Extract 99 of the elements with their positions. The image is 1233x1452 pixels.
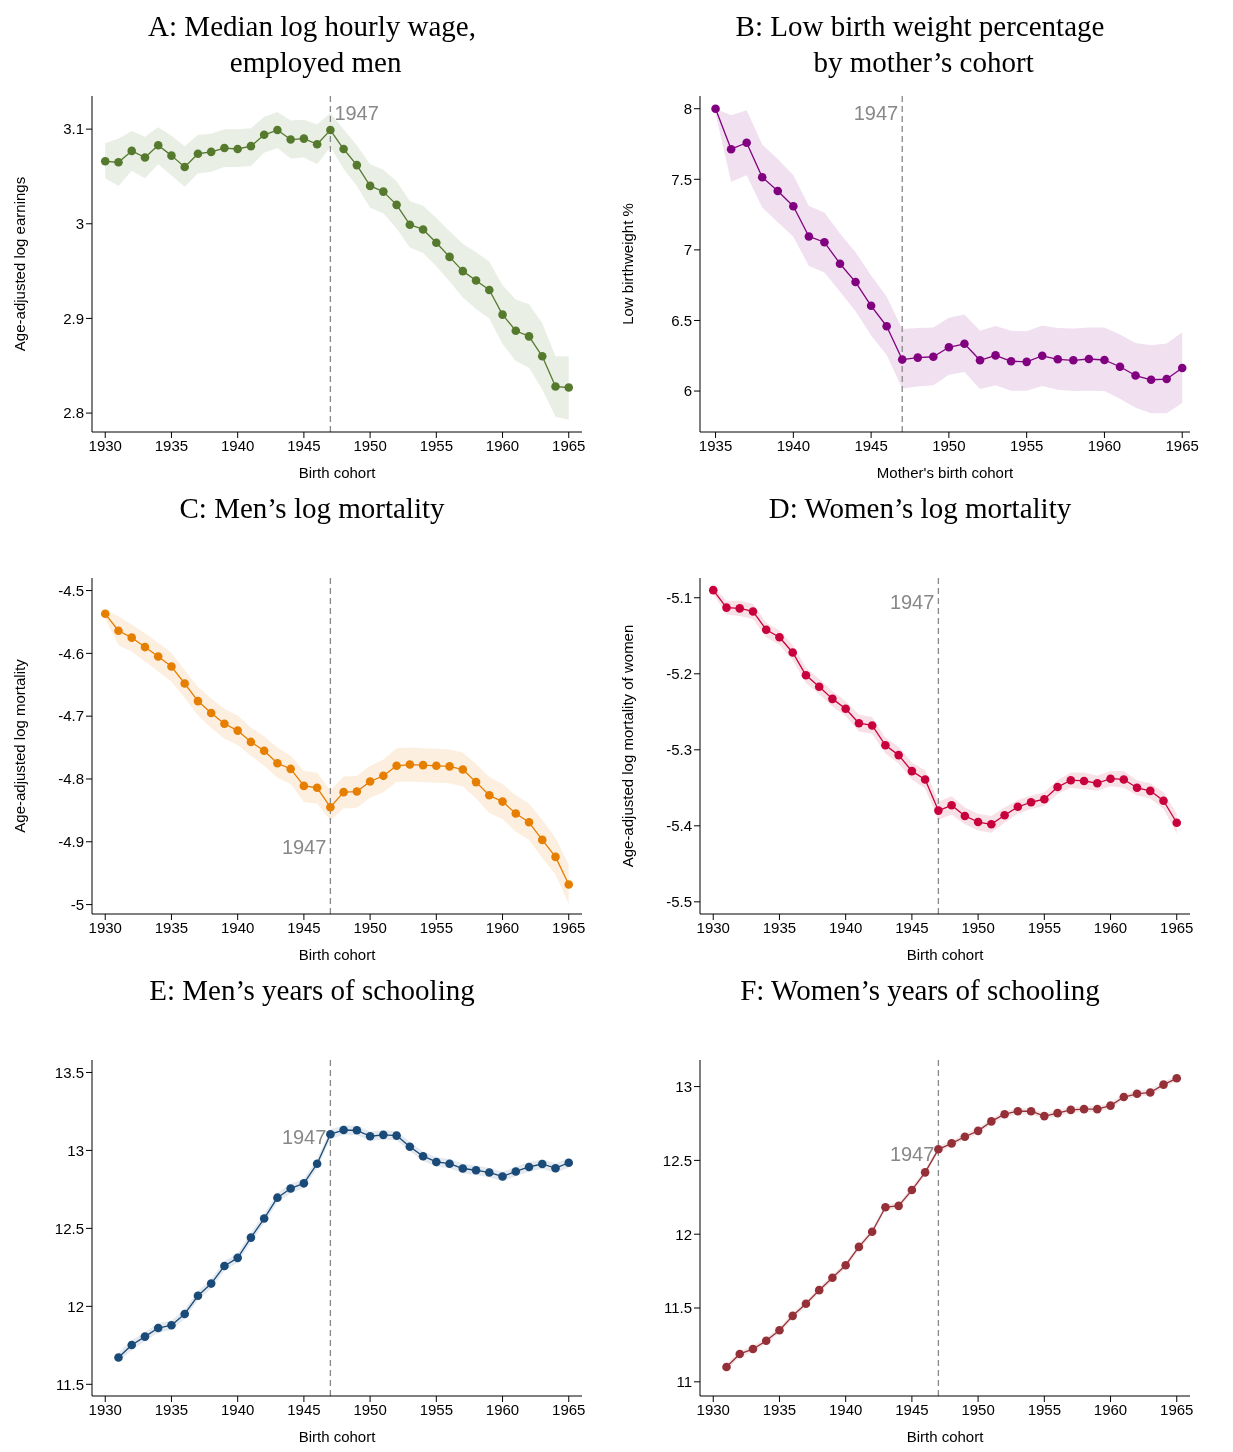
x-tick-label: 1960 xyxy=(485,436,520,454)
x-tick-label: 1960 xyxy=(485,918,520,936)
y-tick-label: 6 xyxy=(683,382,692,400)
ref-line-label: 1947 xyxy=(889,590,935,613)
y-tick-label: 12 xyxy=(675,1225,692,1243)
y-tick-label: -4.7 xyxy=(58,707,84,725)
x-tick-label: 1940 xyxy=(220,1400,255,1418)
x-tick-label: 1945 xyxy=(287,918,321,936)
x-tick-label: 1965 xyxy=(552,436,586,454)
y-tick-label: 12 xyxy=(67,1297,84,1315)
chart-title: D: Women’s log mortality xyxy=(768,491,1072,526)
ref-line-label: 1947 xyxy=(853,101,899,124)
y-tick-label: 3.1 xyxy=(63,120,84,138)
x-tick-label: 1955 xyxy=(419,436,454,454)
x-tick-label: 1955 xyxy=(419,1400,454,1418)
x-tick-label: 1930 xyxy=(88,436,122,454)
x-tick-label: 1950 xyxy=(961,918,995,936)
x-tick-label: 1935 xyxy=(154,918,189,936)
y-tick-label: -5.5 xyxy=(666,893,692,911)
x-axis-title: Birth cohort xyxy=(298,464,377,481)
x-tick-label: 1940 xyxy=(220,918,255,936)
x-axis-title: Birth cohort xyxy=(906,946,985,963)
y-tick-label: 7 xyxy=(683,241,692,259)
x-tick-label: 1965 xyxy=(552,918,586,936)
x-tick-label: 1940 xyxy=(828,1400,863,1418)
x-tick-label: 1965 xyxy=(1165,436,1199,454)
x-tick-label: 1960 xyxy=(1087,436,1122,454)
chart-title: F: Women’s years of schooling xyxy=(740,973,1100,1008)
x-tick-label: 1935 xyxy=(154,1400,189,1418)
x-tick-label: 1965 xyxy=(1160,918,1194,936)
chart-title: B: Low birth weight percentage by mother’s cohort xyxy=(735,9,1105,80)
x-tick-label: 1955 xyxy=(1027,918,1062,936)
x-tick-label: 1930 xyxy=(88,1400,122,1418)
x-tick-label: 1940 xyxy=(776,436,811,454)
y-axis-title: Age-adjusted log earnings xyxy=(11,176,29,352)
y-tick-label: 8 xyxy=(683,100,692,118)
x-tick-label: 1950 xyxy=(353,1400,387,1418)
y-tick-label: 13.5 xyxy=(54,1063,84,1081)
x-tick-label: 1950 xyxy=(932,436,966,454)
x-tick-label: 1940 xyxy=(220,436,255,454)
y-tick-label: 3 xyxy=(75,215,84,233)
y-tick-label: -5.3 xyxy=(666,741,692,759)
x-tick-label: 1960 xyxy=(1093,1400,1128,1418)
x-axis-title: Birth cohort xyxy=(906,1428,985,1445)
ref-line-label: 1947 xyxy=(889,1143,935,1166)
ref-line-label: 1947 xyxy=(281,1126,327,1149)
x-axis-title: Mother's birth cohort xyxy=(876,464,1014,481)
ref-line-label: 1947 xyxy=(281,835,327,858)
ref-line-label: 1947 xyxy=(334,101,379,124)
y-tick-label: 2.9 xyxy=(63,309,84,327)
y-axis-title: Age-adjusted log mortality of women xyxy=(619,624,637,868)
y-tick-label: -5 xyxy=(70,895,84,913)
x-axis-title: Birth cohort xyxy=(298,1428,377,1445)
x-tick-label: 1950 xyxy=(353,918,387,936)
x-tick-label: 1960 xyxy=(485,1400,520,1418)
y-axis-title: Age-adjusted log mortality xyxy=(11,658,29,833)
y-tick-label: -5.2 xyxy=(666,665,692,683)
y-tick-label: 12.5 xyxy=(54,1219,84,1237)
x-tick-label: 1960 xyxy=(1093,918,1128,936)
x-tick-label: 1935 xyxy=(762,1400,797,1418)
x-tick-label: 1935 xyxy=(762,918,797,936)
x-tick-label: 1940 xyxy=(828,918,863,936)
x-tick-label: 1945 xyxy=(854,436,888,454)
chart-title: A: Median log hourly wage, employed men xyxy=(148,9,476,80)
chart-title: E: Men’s years of schooling xyxy=(149,973,475,1008)
y-tick-label: -4.6 xyxy=(58,644,84,662)
x-tick-label: 1955 xyxy=(419,918,454,936)
y-tick-label: -4.5 xyxy=(58,581,84,599)
x-tick-label: 1965 xyxy=(1160,1400,1194,1418)
x-tick-label: 1965 xyxy=(552,1400,586,1418)
y-tick-label: 13 xyxy=(67,1141,84,1159)
x-tick-label: 1945 xyxy=(895,918,929,936)
y-tick-label: 2.8 xyxy=(63,404,84,422)
y-tick-label: -5.1 xyxy=(666,589,692,607)
y-tick-label: 6.5 xyxy=(671,311,692,329)
x-tick-label: 1945 xyxy=(895,1400,929,1418)
y-tick-label: -4.9 xyxy=(58,833,84,851)
x-tick-label: 1955 xyxy=(1009,436,1044,454)
x-axis-title: Birth cohort xyxy=(298,946,377,963)
y-tick-label: 11 xyxy=(676,1373,692,1391)
y-tick-label: -5.4 xyxy=(666,817,692,835)
y-tick-label: 11.5 xyxy=(55,1375,84,1393)
x-tick-label: 1935 xyxy=(154,436,189,454)
x-tick-label: 1930 xyxy=(88,918,122,936)
x-tick-label: 1930 xyxy=(696,918,730,936)
y-tick-label: 12.5 xyxy=(662,1151,692,1169)
y-tick-label: 7.5 xyxy=(671,170,692,188)
x-tick-label: 1950 xyxy=(961,1400,995,1418)
y-tick-label: 13 xyxy=(675,1077,692,1095)
x-tick-label: 1950 xyxy=(353,436,387,454)
x-tick-label: 1945 xyxy=(287,436,321,454)
x-tick-label: 1935 xyxy=(698,436,733,454)
x-tick-label: 1930 xyxy=(696,1400,730,1418)
y-tick-label: 11.5 xyxy=(663,1299,692,1317)
x-tick-label: 1955 xyxy=(1027,1400,1062,1418)
y-axis-title: Low birthweight % xyxy=(619,203,637,325)
x-tick-label: 1945 xyxy=(287,1400,321,1418)
chart-title: C: Men’s log mortality xyxy=(179,491,445,526)
y-tick-label: -4.8 xyxy=(58,770,84,788)
